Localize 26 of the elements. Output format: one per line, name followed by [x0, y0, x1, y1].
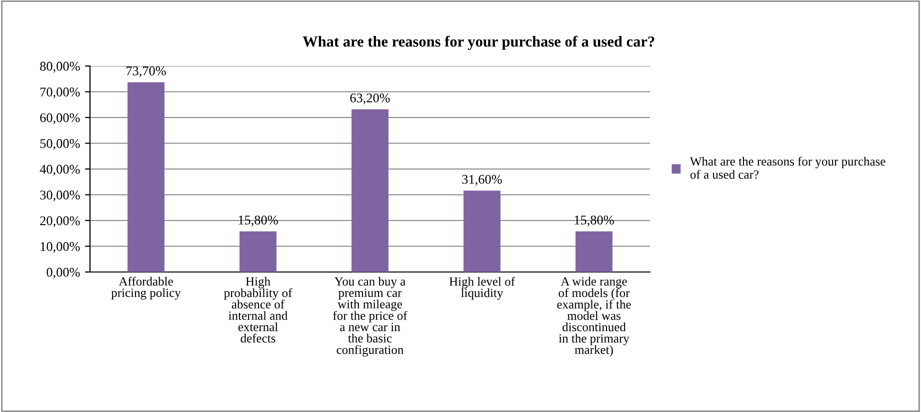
- data-label: 31,60%: [462, 174, 502, 186]
- chart-title: What are the reasons for your purchase of a used car?: [302, 36, 654, 50]
- legend-label: What are the reasons for your purchase of a used car?: [690, 156, 886, 179]
- y-tick-label: 0,00%: [46, 268, 80, 279]
- y-tick-label: 60,00%: [40, 113, 80, 124]
- x-tick-label: High level of liquidity: [449, 276, 515, 300]
- bar: [128, 82, 164, 272]
- y-tick-label: 20,00%: [40, 216, 80, 228]
- y-tick-label: 30,00%: [40, 190, 80, 202]
- y-tick-label: 70,00%: [40, 88, 80, 98]
- x-tick-label: High probability of absence of internal and external defects: [224, 276, 292, 343]
- bar: [576, 231, 612, 272]
- data-label: 63,20%: [350, 94, 390, 104]
- bar: [240, 231, 276, 272]
- y-tick-label: 80,00%: [40, 62, 80, 73]
- bar: [464, 190, 500, 272]
- y-tick-label: 10,00%: [40, 242, 80, 253]
- data-label: 73,70%: [126, 66, 166, 78]
- bar: [352, 109, 388, 272]
- x-tick-label: Affordable pricing policy: [111, 276, 181, 300]
- data-label: 15,80%: [238, 216, 278, 226]
- data-label: 15,80%: [574, 216, 614, 226]
- y-tick-label: 50,00%: [40, 139, 80, 150]
- x-tick-label: A wide range of models (for example, if the model was discontinued in the primary market): [557, 276, 631, 357]
- y-tick-label: 40,00%: [40, 164, 80, 176]
- x-tick-label: You can buy a premium car with mileage for the price of a new car in the basic configuration: [333, 276, 408, 357]
